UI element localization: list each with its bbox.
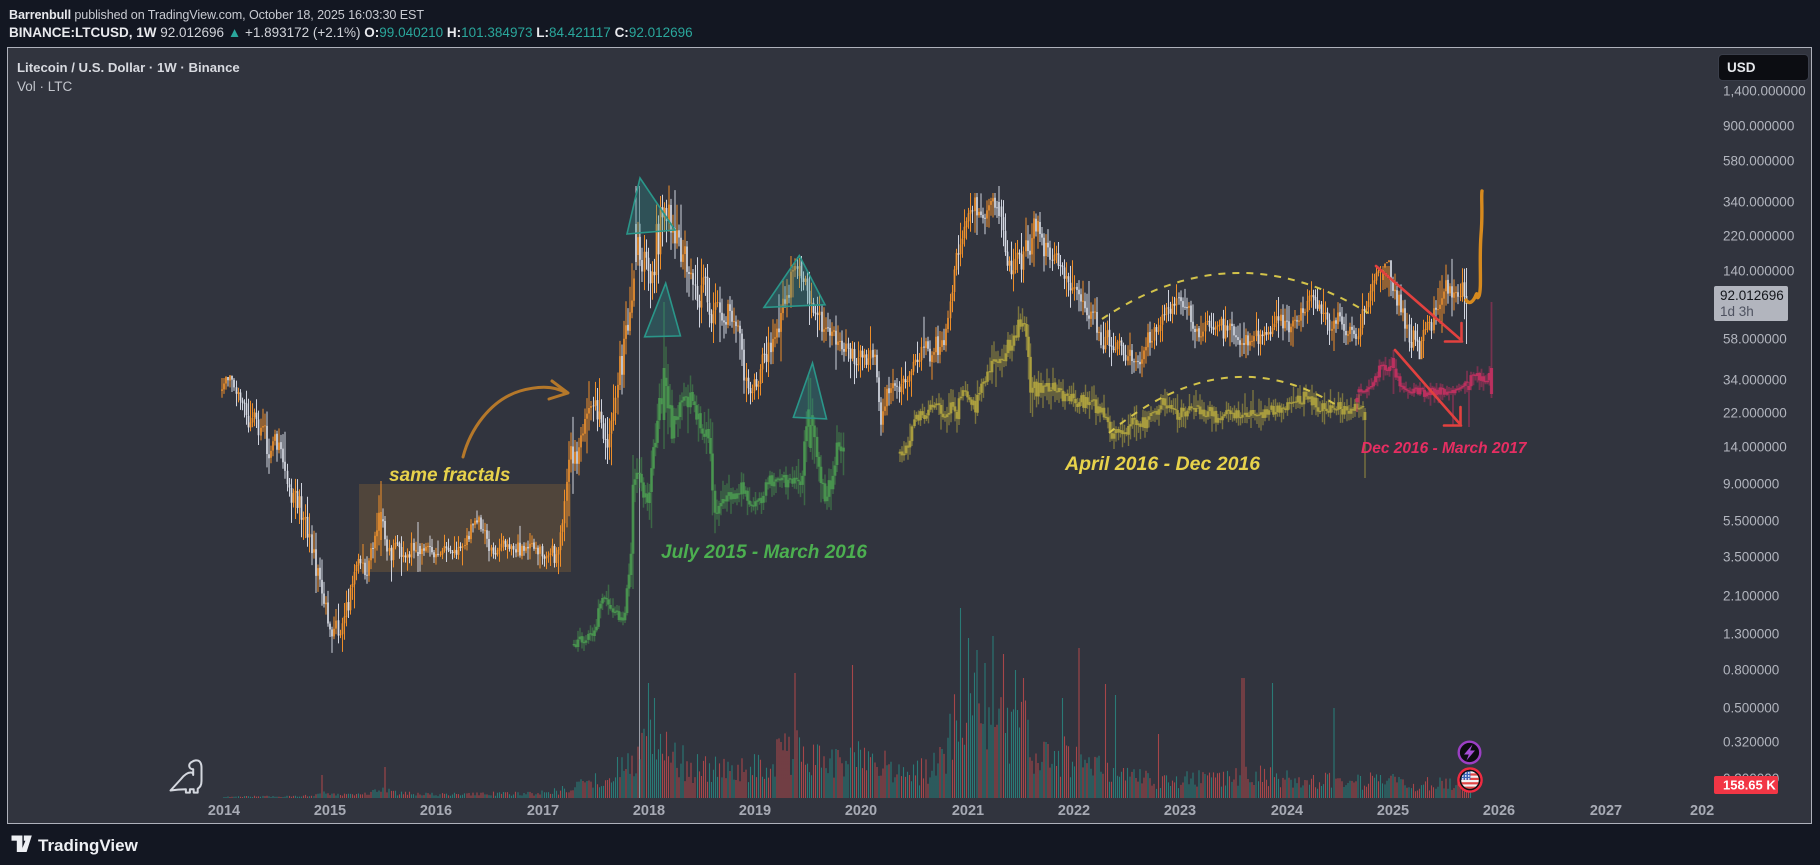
svg-text:0.320000: 0.320000 <box>1723 735 1779 750</box>
svg-text:2014: 2014 <box>208 803 240 819</box>
svg-text:2016: 2016 <box>420 803 452 819</box>
svg-text:2025: 2025 <box>1377 803 1409 819</box>
svg-text:580.000000: 580.000000 <box>1723 154 1794 169</box>
svg-text:Vol · LTC: Vol · LTC <box>17 79 73 94</box>
svg-text:2019: 2019 <box>739 803 771 819</box>
svg-text:2015: 2015 <box>314 803 346 819</box>
svg-text:2027: 2027 <box>1590 803 1622 819</box>
svg-text:92.012696: 92.012696 <box>1720 288 1784 303</box>
svg-text:2021: 2021 <box>952 803 984 819</box>
svg-text:202: 202 <box>1690 803 1714 819</box>
svg-text:USD: USD <box>1727 60 1756 75</box>
svg-text:April 2016 - Dec 2016: April 2016 - Dec 2016 <box>1064 453 1260 475</box>
svg-text:2023: 2023 <box>1164 803 1196 819</box>
svg-text:same fractals: same fractals <box>389 465 510 486</box>
svg-text:2020: 2020 <box>845 803 877 819</box>
svg-text:0.800000: 0.800000 <box>1723 663 1779 678</box>
svg-text:34.000000: 34.000000 <box>1723 373 1787 388</box>
svg-text:140.000000: 140.000000 <box>1723 264 1794 279</box>
svg-text:Litecoin / U.S. Dollar · 1W ·: Litecoin / U.S. Dollar · 1W · Binance <box>17 60 240 75</box>
svg-text:2026: 2026 <box>1483 803 1515 819</box>
svg-text:2017: 2017 <box>527 803 559 819</box>
svg-text:900.000000: 900.000000 <box>1723 119 1794 134</box>
svg-text:1.300000: 1.300000 <box>1723 627 1779 642</box>
svg-text:158.65 K: 158.65 K <box>1723 778 1776 793</box>
svg-text:58.000000: 58.000000 <box>1723 332 1787 347</box>
svg-text:5.500000: 5.500000 <box>1723 514 1779 529</box>
svg-text:1,400.000000: 1,400.000000 <box>1723 84 1806 99</box>
svg-text:Dec 2016 - March 2017: Dec 2016 - March 2017 <box>1361 440 1528 457</box>
svg-text:9.000000: 9.000000 <box>1723 477 1779 492</box>
svg-text:Barrenbull published on Tradin: Barrenbull published on TradingView.com,… <box>9 8 424 22</box>
svg-text:TradingView: TradingView <box>38 836 139 855</box>
svg-text:220.000000: 220.000000 <box>1723 229 1794 244</box>
svg-text:July 2015 - March 2016: July 2015 - March 2016 <box>661 542 867 563</box>
svg-text:340.000000: 340.000000 <box>1723 195 1794 210</box>
svg-text:2018: 2018 <box>633 803 665 819</box>
svg-text:2022: 2022 <box>1058 803 1090 819</box>
svg-text:1d 3h: 1d 3h <box>1720 304 1754 319</box>
svg-text:2024: 2024 <box>1271 803 1303 819</box>
svg-text:BINANCE:LTCUSD, 1W 92.012696 ▲: BINANCE:LTCUSD, 1W 92.012696 ▲ +1.893172… <box>9 25 693 40</box>
svg-text:3.500000: 3.500000 <box>1723 550 1779 565</box>
svg-text:2.100000: 2.100000 <box>1723 589 1779 604</box>
svg-text:14.000000: 14.000000 <box>1723 440 1787 455</box>
svg-text:22.000000: 22.000000 <box>1723 406 1787 421</box>
svg-text:0.500000: 0.500000 <box>1723 701 1779 716</box>
